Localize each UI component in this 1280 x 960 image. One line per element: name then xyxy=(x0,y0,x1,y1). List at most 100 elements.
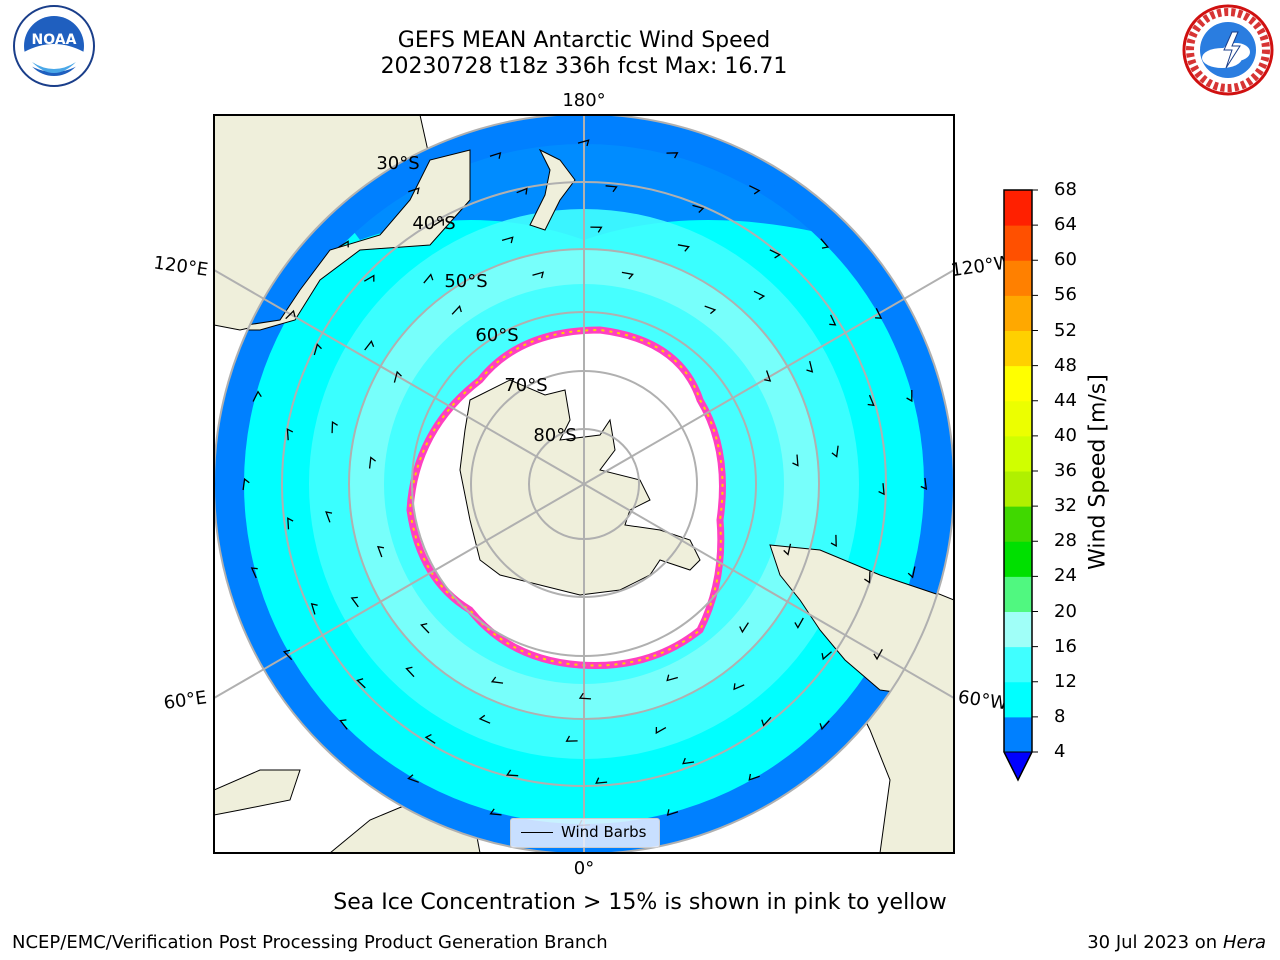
colorbar-extend-arrow xyxy=(1003,751,1033,782)
wind-barb xyxy=(313,343,322,356)
wind-barb xyxy=(831,445,839,458)
wind-barb xyxy=(830,534,837,548)
wind-barbs xyxy=(242,139,928,827)
wind-barb xyxy=(363,274,375,282)
wind-barb xyxy=(577,139,590,147)
chart-subtitle: 20230728 t18z 336h fcst Max: 16.71 xyxy=(380,54,788,79)
wind-barb xyxy=(578,692,592,700)
nws-logo xyxy=(1182,4,1274,96)
lat-label-70s: 70°S xyxy=(504,375,547,396)
wind-barb xyxy=(819,720,830,731)
colorbar-segment xyxy=(1004,611,1032,648)
wind-barb xyxy=(242,477,250,491)
wind-barb xyxy=(764,370,772,382)
wind-barb xyxy=(794,617,804,629)
footer-host: Hera xyxy=(1222,932,1266,953)
map-legend: Wind Barbs xyxy=(510,818,660,848)
colorbar-tick-label: 8 xyxy=(1054,705,1066,727)
wind-barb xyxy=(666,674,678,682)
wind-barb xyxy=(590,226,603,233)
wind-barb xyxy=(339,719,348,730)
colorbar-segment xyxy=(1004,330,1032,367)
wind-barb xyxy=(806,360,814,373)
wind-barb xyxy=(282,649,293,661)
colorbar-tick-label: 20 xyxy=(1054,600,1077,622)
wind-barb xyxy=(420,622,430,634)
wind-barb xyxy=(338,240,349,248)
colorbar-segment xyxy=(1004,506,1032,542)
wind-barb xyxy=(820,238,830,249)
wind-barb xyxy=(451,305,462,315)
colorbar-segment xyxy=(1004,681,1032,718)
wind-barb xyxy=(393,370,402,383)
lon-label-180: 180° xyxy=(562,90,605,111)
wind-barb xyxy=(433,218,444,226)
colorbar-tick-label: 52 xyxy=(1054,319,1077,341)
colorbar-tick-label: 44 xyxy=(1054,389,1077,411)
colorbar-segment xyxy=(1004,260,1032,296)
colorbar-segment xyxy=(1004,295,1032,331)
lat-label-80s: 80°S xyxy=(533,425,576,446)
wind-barb xyxy=(310,603,318,615)
graticule xyxy=(214,115,954,853)
colorbar-segment xyxy=(1004,541,1032,577)
colorbar-segment xyxy=(1004,435,1032,472)
wind-barb xyxy=(704,305,717,315)
colorbar-segment xyxy=(1004,225,1032,261)
wind-barb xyxy=(920,477,928,490)
wind-barb xyxy=(565,735,578,742)
wind-barb xyxy=(748,773,760,781)
wind-barb xyxy=(761,716,772,727)
wind-barb xyxy=(906,390,913,403)
wind-barb xyxy=(873,648,883,661)
wind-barb xyxy=(368,456,376,469)
lon-label-60w: 60°W xyxy=(957,687,1009,715)
colorbar-tick-label: 32 xyxy=(1054,495,1077,517)
wind-barb xyxy=(286,428,294,441)
wind-barb xyxy=(252,390,262,402)
wind-barb xyxy=(907,566,916,579)
colorbar-segment xyxy=(1004,400,1032,437)
colorbar-segment xyxy=(1004,646,1032,683)
wind-barb xyxy=(506,769,519,777)
chart-title: GEFS MEAN Antarctic Wind Speed xyxy=(397,28,771,53)
wind-barb xyxy=(595,777,608,784)
wind-barb xyxy=(829,314,837,326)
colorbar-tick-label: 56 xyxy=(1054,284,1077,306)
wind-barb xyxy=(666,152,679,159)
lon-label-0: 0° xyxy=(574,858,594,879)
wind-barb xyxy=(489,808,502,816)
wind-barb xyxy=(285,309,296,320)
colorbar-frame xyxy=(1003,189,1033,782)
colorbar-segment xyxy=(1004,576,1032,612)
colorbar-tick-label: 12 xyxy=(1054,670,1077,692)
wind-barb xyxy=(490,676,504,684)
wind-barb xyxy=(783,543,792,556)
colorbar-segment xyxy=(1004,471,1032,507)
wind-barb xyxy=(356,678,366,689)
wind-barb-legend-label: Wind Barbs xyxy=(561,823,647,841)
wind-barb xyxy=(666,809,679,817)
wind-barb xyxy=(878,483,885,496)
wind-barb xyxy=(821,651,832,661)
lat-label-40s: 40°S xyxy=(412,213,455,234)
wind-barb xyxy=(424,734,436,744)
wind-barb xyxy=(376,545,385,558)
wind-barb xyxy=(739,622,749,634)
lon-label-120e: 120°E xyxy=(152,252,209,280)
colorbar-tick-label: 24 xyxy=(1054,565,1077,587)
wind-barb xyxy=(749,185,761,195)
wind-barb xyxy=(250,567,258,579)
wind-barb xyxy=(331,420,338,434)
lat-label-50s: 50°S xyxy=(444,271,487,292)
wind-barb xyxy=(478,714,491,724)
colorbar-tick-label: 68 xyxy=(1054,179,1077,200)
colorbar-tick-label: 4 xyxy=(1054,741,1066,762)
lon-label-60e: 60°E xyxy=(162,687,208,714)
footer-date-text: 30 Jul 2023 on xyxy=(1087,932,1223,953)
wind-barb xyxy=(408,187,420,195)
wind-barb xyxy=(792,454,799,467)
colorbar-tick-label: 48 xyxy=(1054,354,1077,376)
wind-barb xyxy=(864,571,871,584)
